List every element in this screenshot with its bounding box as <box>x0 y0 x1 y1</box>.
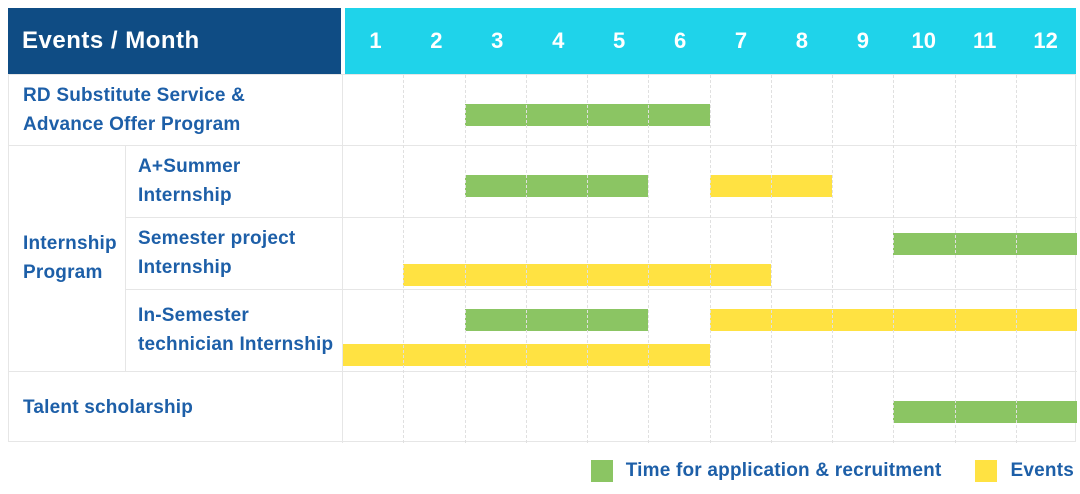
month-header-3: 3 <box>491 28 504 53</box>
row-divider <box>125 217 1077 218</box>
row-label-text: Semester project Internship <box>138 228 296 278</box>
row-label-semester-project: Semester project Internship <box>125 217 342 289</box>
month-header-10: 10 <box>911 28 936 53</box>
month-gridline <box>770 75 772 443</box>
yellow-swatch-icon <box>975 460 998 482</box>
row-label-text: RD Substitute Service & Advance Offer Pr… <box>23 85 246 135</box>
month-header-4: 4 <box>552 28 565 53</box>
month-header-12: 12 <box>1033 28 1058 53</box>
table-header-row: Events / Month 1 2 3 4 5 6 7 8 9 10 11 12 <box>8 8 1076 74</box>
month-gridline <box>1015 75 1017 443</box>
legend-item-events: Events <box>975 460 1074 482</box>
month-header-7: 7 <box>734 28 748 53</box>
legend-label: Time for application & recruitment <box>625 460 942 481</box>
row-divider <box>9 371 1077 372</box>
month-gridline <box>525 75 527 443</box>
row-label-rd-substitute: RD Substitute Service & Advance Offer Pr… <box>9 75 342 145</box>
application-recruitment-bar <box>893 233 1077 256</box>
row-divider <box>9 145 1077 146</box>
month-header-8: 8 <box>795 28 809 53</box>
group-divider <box>125 145 126 371</box>
application-recruitment-bar <box>464 175 649 198</box>
month-header-1: 1 <box>369 28 382 53</box>
row-label-text: Talent scholarship <box>23 396 194 418</box>
month-header-5: 5 <box>613 28 626 53</box>
legend-item-application: Time for application & recruitment <box>590 460 942 482</box>
month-header-6: 6 <box>673 28 687 53</box>
group-label-internship-program: Internship Program <box>9 145 125 371</box>
row-label-in-semester-technician: In-Semester technician Internship <box>125 289 342 371</box>
month-gridline <box>709 75 711 443</box>
month-header-2: 2 <box>430 28 443 53</box>
legend-label: Events <box>1010 460 1074 481</box>
label-grid-divider <box>342 75 343 443</box>
timeline-row-talent-scholarship <box>342 371 1077 443</box>
events-month-header-cell: Events / Month <box>8 8 341 74</box>
table-body: RD Substitute Service & Advance Offer Pr… <box>8 74 1077 443</box>
application-recruitment-bar <box>893 401 1077 424</box>
legend: Time for application & recruitment Event… <box>590 456 1074 486</box>
row-label-talent-scholarship: Talent scholarship <box>9 371 342 443</box>
month-gridline <box>464 75 466 443</box>
month-gridline <box>648 75 650 443</box>
row-label-text: A+Summer Internship <box>138 156 241 206</box>
row-label-a-plus-summer: A+Summer Internship <box>125 145 342 217</box>
month-gridline <box>587 75 588 443</box>
header-gap <box>341 8 345 74</box>
month-header-9: 9 <box>856 28 869 53</box>
month-gridline <box>893 75 895 443</box>
month-gridline <box>832 75 833 443</box>
months-header: 1 2 3 4 5 6 7 8 9 10 11 12 <box>345 8 1076 74</box>
timeline-table: Events / Month 1 2 3 4 5 6 7 8 9 10 11 12 RD Substi… <box>8 8 1077 443</box>
green-swatch-icon <box>590 460 613 482</box>
month-header-11: 11 <box>973 28 997 53</box>
row-divider <box>125 289 1077 290</box>
month-gridline <box>403 75 405 443</box>
month-gridline <box>954 75 956 443</box>
application-recruitment-bar <box>464 309 649 332</box>
group-label-text: Internship Program <box>23 233 117 283</box>
row-label-text: In-Semester technician Internship <box>138 305 334 355</box>
